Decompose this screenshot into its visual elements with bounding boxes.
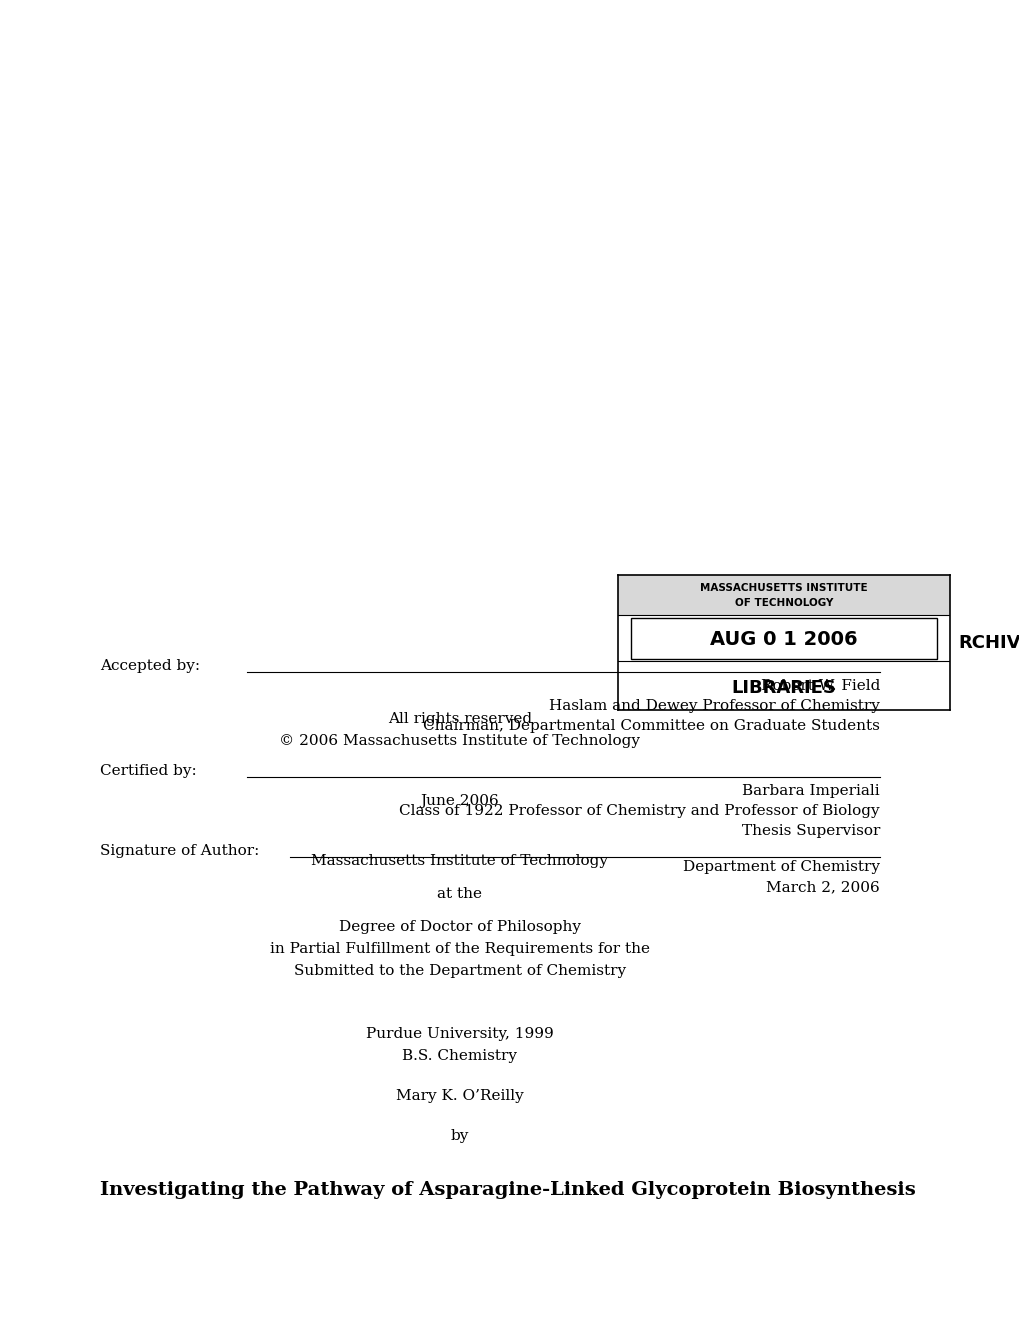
Text: Mary K. O’Reilly: Mary K. O’Reilly xyxy=(395,1089,524,1104)
Text: June 2006: June 2006 xyxy=(420,795,499,808)
Text: All rights reserved: All rights reserved xyxy=(387,711,532,726)
Text: Haslam and Dewey Professor of Chemistry: Haslam and Dewey Professor of Chemistry xyxy=(548,700,879,713)
Text: Massachusetts Institute of Technology: Massachusetts Institute of Technology xyxy=(311,854,608,869)
Text: B.S. Chemistry: B.S. Chemistry xyxy=(403,1049,517,1063)
Text: March 2, 2006: March 2, 2006 xyxy=(765,880,879,894)
Text: LIBRARIES: LIBRARIES xyxy=(731,680,836,697)
Text: by: by xyxy=(450,1129,469,1143)
Text: Robert W. Field: Robert W. Field xyxy=(760,678,879,693)
Bar xyxy=(631,618,935,659)
Text: Submitted to the Department of Chemistry: Submitted to the Department of Chemistry xyxy=(293,964,626,978)
Text: Degree of Doctor of Philosophy: Degree of Doctor of Philosophy xyxy=(338,920,581,935)
Text: Thesis Supervisor: Thesis Supervisor xyxy=(741,824,879,838)
Text: in Partial Fulfillment of the Requirements for the: in Partial Fulfillment of the Requiremen… xyxy=(270,942,649,956)
Text: RCHIVES: RCHIVES xyxy=(957,634,1019,652)
Text: Class of 1922 Professor of Chemistry and Professor of Biology: Class of 1922 Professor of Chemistry and… xyxy=(399,804,879,818)
Text: OF TECHNOLOGY: OF TECHNOLOGY xyxy=(734,598,833,607)
Text: MASSACHUSETTS INSTITUTE: MASSACHUSETTS INSTITUTE xyxy=(699,583,867,593)
Bar xyxy=(618,576,949,615)
Text: Investigating the Pathway of Asparagine-Linked Glycoprotein Biosynthesis: Investigating the Pathway of Asparagine-… xyxy=(100,1181,915,1199)
Text: Chairman, Departmental Committee on Graduate Students: Chairman, Departmental Committee on Grad… xyxy=(423,719,879,733)
Text: © 2006 Massachusetts Institute of Technology: © 2006 Massachusetts Institute of Techno… xyxy=(279,734,640,748)
Text: at the: at the xyxy=(437,887,482,902)
Text: Signature of Author:: Signature of Author: xyxy=(100,843,259,858)
Text: Barbara Imperiali: Barbara Imperiali xyxy=(742,784,879,799)
Text: Accepted by:: Accepted by: xyxy=(100,659,200,673)
Text: Department of Chemistry: Department of Chemistry xyxy=(683,861,879,874)
Text: Certified by:: Certified by: xyxy=(100,764,197,777)
Text: AUG 0 1 2006: AUG 0 1 2006 xyxy=(709,630,857,648)
Text: Purdue University, 1999: Purdue University, 1999 xyxy=(366,1027,553,1041)
